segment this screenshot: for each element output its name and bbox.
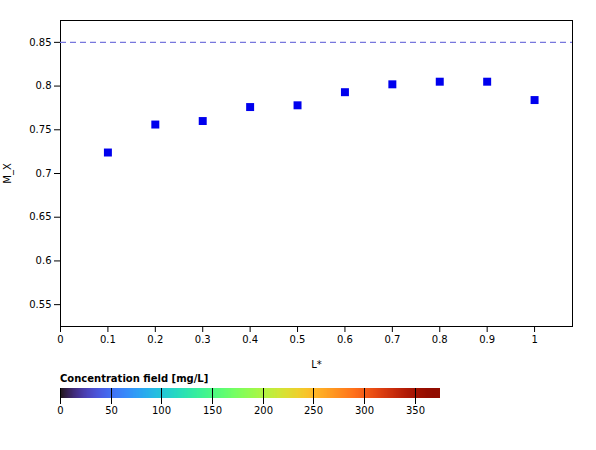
svg-text:300: 300: [355, 405, 374, 416]
svg-text:0.85: 0.85: [29, 37, 51, 48]
svg-text:0.75: 0.75: [29, 124, 51, 135]
svg-text:0: 0: [57, 334, 63, 345]
svg-text:0.6: 0.6: [337, 334, 353, 345]
svg-text:0.2: 0.2: [147, 334, 163, 345]
svg-text:L*: L*: [311, 359, 322, 370]
svg-text:0.4: 0.4: [242, 334, 258, 345]
svg-text:250: 250: [304, 405, 323, 416]
svg-text:350: 350: [406, 405, 425, 416]
svg-text:0.6: 0.6: [36, 255, 52, 266]
svg-text:0.9: 0.9: [479, 334, 495, 345]
svg-text:50: 50: [105, 405, 118, 416]
svg-text:150: 150: [203, 405, 222, 416]
svg-text:M_X: M_X: [2, 163, 14, 184]
svg-text:0.8: 0.8: [36, 80, 52, 91]
svg-text:0.65: 0.65: [29, 211, 51, 222]
svg-text:1: 1: [531, 334, 537, 345]
svg-text:0.5: 0.5: [290, 334, 306, 345]
svg-text:0: 0: [57, 405, 63, 416]
svg-text:0.8: 0.8: [432, 334, 448, 345]
svg-text:0.55: 0.55: [29, 299, 51, 310]
svg-text:0.7: 0.7: [36, 168, 52, 179]
svg-text:0.3: 0.3: [195, 334, 211, 345]
svg-text:0.1: 0.1: [100, 334, 116, 345]
svg-text:Concentration field [mg/L]: Concentration field [mg/L]: [60, 373, 208, 384]
svg-text:100: 100: [152, 405, 171, 416]
svg-text:0.7: 0.7: [384, 334, 400, 345]
svg-text:200: 200: [254, 405, 273, 416]
